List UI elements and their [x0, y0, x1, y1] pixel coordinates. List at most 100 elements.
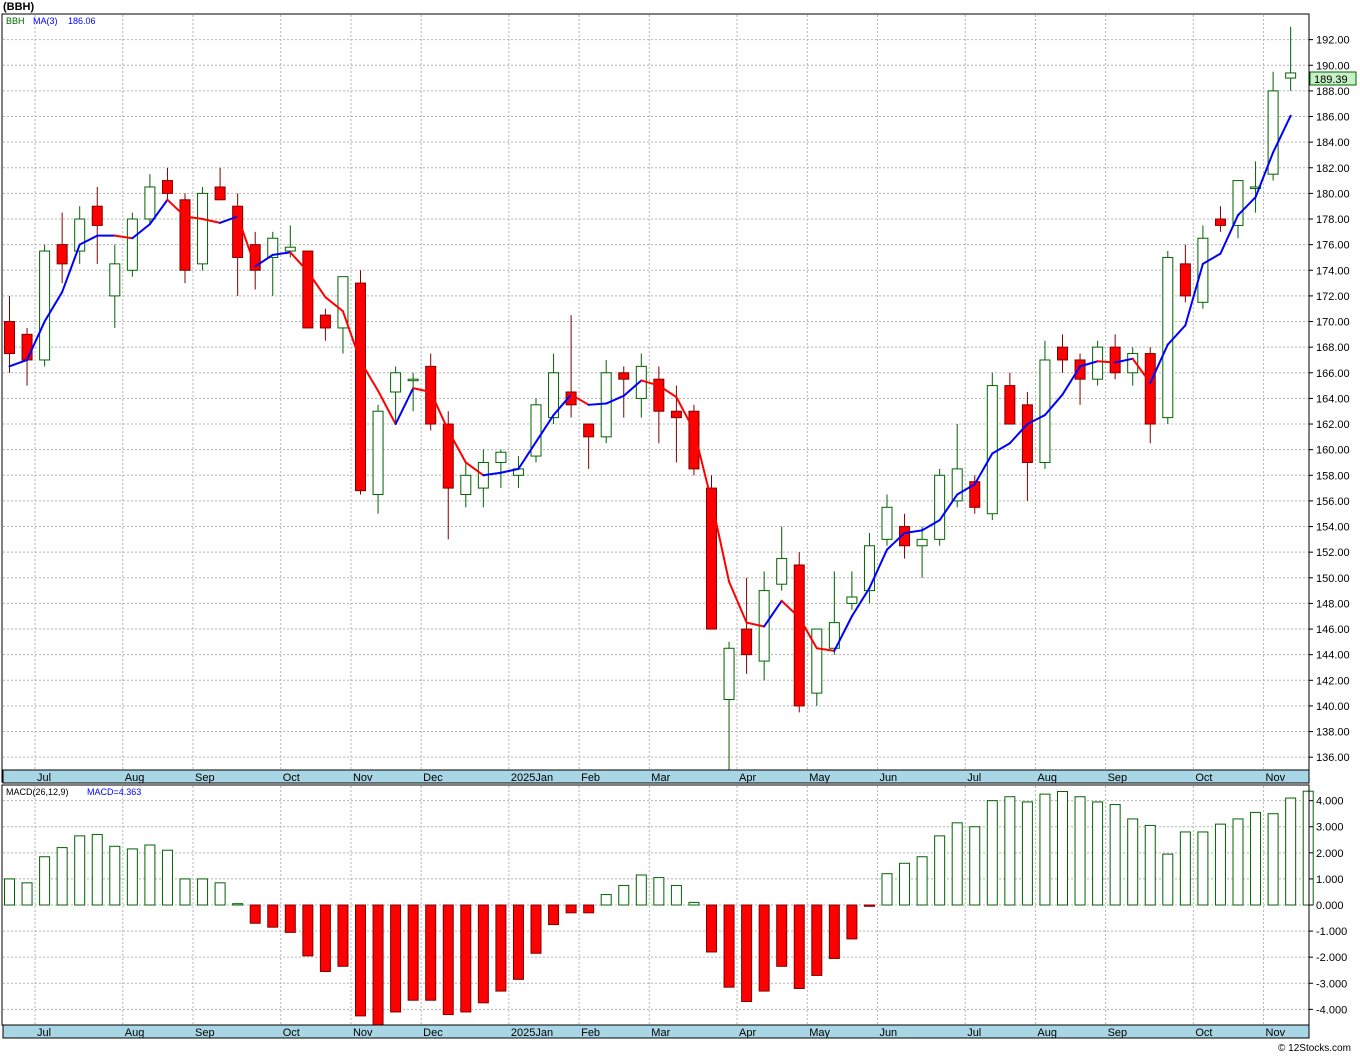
ma-segment [1201, 252, 1222, 265]
macd-x-label: Mar [651, 1027, 670, 1039]
macd-bar-positive [600, 894, 612, 906]
candle-down [618, 372, 630, 380]
ma-segment [166, 198, 186, 218]
macd-x-label: Apr [739, 1027, 756, 1039]
macd-bar-positive [618, 884, 630, 906]
ma-segment [324, 296, 344, 313]
macd-bar-positive [1179, 831, 1191, 906]
candle-down [355, 282, 366, 492]
price-x-label: Jul [967, 772, 981, 784]
ma-segment [587, 402, 608, 406]
candle-up [1267, 90, 1279, 175]
candle-down [1004, 385, 1016, 425]
ma-segment [833, 615, 853, 652]
candle-up [916, 538, 928, 547]
price-x-label: May [809, 772, 830, 784]
candle-down [1144, 353, 1156, 425]
ma-segment [640, 379, 660, 387]
candle-up [530, 404, 542, 457]
candle-up [986, 385, 998, 515]
macd-bar-positive [144, 844, 156, 906]
macd-bar-positive [56, 847, 68, 906]
ma-segment [447, 429, 467, 464]
ma-segment [763, 599, 783, 628]
macd-bar-negative [390, 904, 402, 1013]
macd-bar-positive [934, 835, 946, 906]
candle-up [284, 246, 296, 252]
ma-segment [956, 483, 976, 496]
macd-bar-positive [916, 856, 928, 906]
ma-segment [113, 234, 134, 240]
macd-bar-positive [1039, 793, 1051, 906]
candle-up [39, 250, 51, 361]
macd-x-label: May [809, 1027, 830, 1039]
price-y-tick-label: 150.00 [1316, 573, 1350, 585]
ma-segment [850, 587, 871, 618]
price-y-tick-label: 164.00 [1316, 393, 1350, 405]
macd-bar-negative [565, 904, 577, 914]
ma-segment [377, 389, 397, 426]
legend-macd-value: MACD=4.363 [87, 787, 141, 797]
ma-segment [429, 391, 450, 432]
macd-bar-positive [951, 822, 963, 906]
price-x-label: Aug [1037, 772, 1057, 784]
macd-bar-positive [653, 877, 665, 906]
macd-x-label: Dec [423, 1027, 443, 1039]
macd-bar-positive [161, 849, 173, 906]
macd-bar-positive [635, 874, 647, 906]
ma-segment [148, 198, 169, 226]
last-price-box [1309, 71, 1357, 86]
macd-bar-positive [1004, 796, 1016, 906]
macd-x-label: Sep [1108, 1027, 1128, 1039]
macd-x-axis-labels: Jul Aug Sep Oct Nov Dec 2025Jan Feb Mar Apr May Jun… [37, 1027, 1286, 1039]
macd-bar-positive [986, 800, 998, 906]
ma-segment [780, 599, 801, 619]
candle-down [21, 333, 33, 361]
candle-down [583, 423, 595, 438]
price-y-tick-label: 182.00 [1316, 163, 1350, 175]
macd-bar-negative [512, 904, 524, 980]
macd-bar-negative [407, 904, 419, 1001]
ma-segment [886, 531, 906, 551]
ma-segment [517, 440, 537, 470]
candle-down [741, 628, 753, 656]
candle-down [249, 244, 261, 271]
price-y-tick-label: 174.00 [1316, 265, 1350, 277]
chart-title: (BBH) [3, 1, 34, 13]
price-y-tick-label: 152.00 [1316, 547, 1350, 559]
candle-up [548, 372, 560, 419]
price-y-tick-label: 160.00 [1316, 445, 1350, 457]
macd-bar-positive [688, 901, 700, 906]
price-x-label: Sep [195, 772, 215, 784]
price-y-tick-label: 192.00 [1316, 35, 1350, 47]
ma-segment [657, 384, 678, 399]
candle-down [302, 250, 314, 329]
macd-x-label: Jul [37, 1027, 51, 1039]
macd-bar-positive [1021, 801, 1033, 906]
macd-bar-negative [811, 904, 823, 976]
macd-y-tick-label: 4.000 [1316, 796, 1344, 808]
ma-segment [43, 291, 64, 323]
price-y-tick-label: 172.00 [1316, 291, 1350, 303]
price-x-label: Oct [1195, 772, 1212, 784]
macd-x-label: Nov [353, 1027, 373, 1039]
macd-bar-positive [1302, 790, 1314, 906]
ma-segment [622, 379, 643, 397]
price-y-tick-label: 170.00 [1316, 317, 1350, 329]
macd-bar-positive [1092, 801, 1104, 906]
candle-down [179, 199, 191, 271]
candle-up [390, 372, 402, 393]
ma-segment [868, 548, 888, 590]
macd-bar-positive [1285, 797, 1297, 906]
ma-segment [201, 218, 222, 224]
macd-bar-negative [267, 904, 279, 928]
ma-segment [938, 493, 959, 522]
ma-segment [675, 396, 695, 432]
candle-down [899, 526, 911, 547]
macd-y-tick-label: 2.000 [1316, 848, 1344, 860]
candle-up [1162, 256, 1174, 419]
price-y-tick-label: 188.00 [1316, 86, 1350, 98]
macd-bar-negative [863, 904, 875, 907]
ma-segment [605, 394, 625, 405]
macd-bar-negative [495, 904, 507, 992]
